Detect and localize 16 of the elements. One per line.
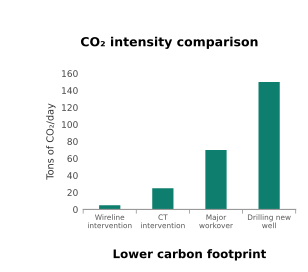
y-tick-label: 60 [67,155,78,162]
y-tick-label: 40 [67,172,78,179]
y-tick-label: 140 [62,87,78,94]
y-tick-label: 80 [67,138,78,145]
y-tick-label: 0 [73,206,78,213]
x-axis-title: Lower carbon footprint [114,249,266,261]
bar [99,205,120,210]
y-tick-label: 20 [67,189,78,196]
y-tick-label: 120 [62,104,78,111]
chart-title: CO₂ intensity comparison [80,36,258,49]
bar [258,82,280,210]
y-tick-label: 100 [62,121,78,128]
y-tick-label: 160 [62,70,78,77]
y-axis-title: Tons of CO₂/day [46,103,56,180]
bar [205,150,227,210]
bar [152,188,174,210]
